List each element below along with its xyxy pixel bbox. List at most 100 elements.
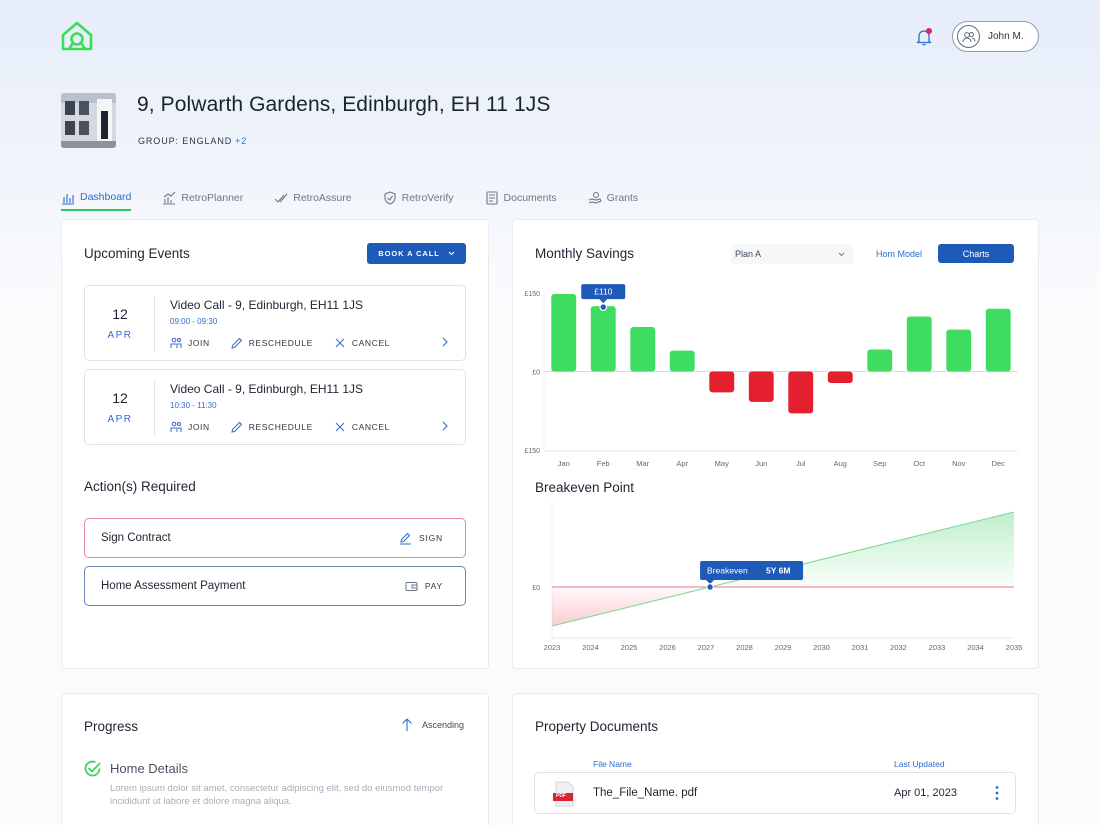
y-tick-label: £150 — [524, 291, 540, 298]
event-day: 12 — [112, 306, 128, 322]
wallet-icon — [405, 581, 418, 591]
bar — [748, 371, 774, 402]
bar-tooltip — [581, 284, 626, 300]
tab-grants[interactable]: Grants — [588, 188, 638, 208]
events-title: Upcoming Events — [84, 246, 190, 261]
close-icon — [335, 422, 345, 432]
brand-logo[interactable] — [60, 20, 94, 52]
event-title: Video Call - 9, Edinburgh, EH11 1JS — [170, 382, 364, 396]
book-call-button[interactable]: BOOK A CALL — [367, 243, 466, 264]
cancel-button[interactable]: CANCEL — [334, 337, 390, 349]
notification-dot — [926, 28, 932, 34]
bar-chart-icon — [62, 194, 74, 205]
join-label: JOIN — [188, 422, 210, 432]
plan-value: Plan A — [735, 249, 762, 259]
chevron-right-icon[interactable] — [441, 420, 449, 432]
document-row[interactable]: PDF The_File_Name. pdf Apr 01, 2023 — [534, 772, 1016, 814]
x-tick-label: Feb — [597, 459, 610, 468]
x-tick-label: 2023 — [544, 643, 561, 652]
breakeven-point — [706, 583, 714, 591]
tab-retroverify[interactable]: RetroVerify — [383, 188, 454, 208]
event-card[interactable]: 12 APR Video Call - 9, Edinburgh, EH11 1… — [84, 285, 466, 361]
x-tick-label: Apr — [676, 459, 688, 468]
property-title: 9, Polwarth Gardens, Edinburgh, EH 11 1J… — [137, 93, 551, 116]
user-menu[interactable]: John M. — [952, 21, 1039, 52]
x-tick-label: Dec — [992, 459, 1006, 468]
tab-retroassure[interactable]: RetroAssure — [274, 188, 352, 208]
bar-tooltip-label: £110 — [594, 287, 613, 297]
action-label: Home Assessment Payment — [101, 580, 246, 592]
more-vertical-icon[interactable] — [994, 785, 1000, 801]
bar — [551, 294, 577, 372]
bar — [827, 371, 853, 384]
home-model-toggle[interactable]: Hom Model — [875, 248, 922, 259]
event-actions: JOIN RESCHEDULE CANCEL — [170, 421, 411, 433]
x-tick-label: 2030 — [813, 643, 830, 652]
x-tick-label: 2035 — [1006, 643, 1023, 652]
tab-dashboard[interactable]: Dashboard — [61, 188, 132, 211]
tab-documents[interactable]: Documents — [485, 188, 557, 208]
event-actions: JOIN RESCHEDULE CANCEL — [170, 337, 411, 349]
shield-check-icon — [384, 191, 396, 205]
tab-label: Documents — [503, 192, 557, 204]
sign-label: SIGN — [419, 533, 443, 543]
x-tick-label: 2025 — [621, 643, 638, 652]
pencil-icon — [231, 421, 242, 433]
reschedule-button[interactable]: RESCHEDULE — [231, 421, 313, 433]
document-icon — [485, 191, 498, 205]
x-tick-label: Aug — [834, 459, 847, 468]
documents-title: Property Documents — [535, 719, 659, 734]
check-circle-icon — [84, 760, 101, 777]
pay-button[interactable]: PAY — [405, 580, 443, 593]
join-people-icon — [170, 337, 182, 348]
y-tick-label: £0 — [532, 370, 540, 377]
tab-label: Dashboard — [80, 191, 132, 203]
y-tick-label: £0 — [532, 585, 540, 592]
file-name: The_File_Name. pdf — [593, 787, 698, 799]
breakeven-tooltip-pointer — [706, 580, 715, 584]
cancel-label: CANCEL — [351, 338, 390, 348]
group-more-link[interactable]: +2 — [235, 136, 248, 146]
tab-retroplanner[interactable]: RetroPlanner — [162, 188, 243, 208]
hand-coin-icon — [588, 191, 602, 204]
file-date: Apr 01, 2023 — [894, 787, 957, 799]
cancel-button[interactable]: CANCEL — [334, 421, 390, 433]
file-type-label: PDF — [556, 793, 566, 799]
bar — [788, 371, 814, 414]
x-tick-label: 2033 — [929, 643, 946, 652]
profit-area — [710, 512, 1014, 587]
bar — [669, 350, 695, 372]
join-label: JOIN — [188, 338, 210, 348]
sign-contract-action[interactable]: Sign Contract SIGN — [84, 518, 466, 558]
payment-action[interactable]: Home Assessment Payment PAY — [84, 566, 466, 606]
monthly-savings-chart: £150 £0 £150 Jan Feb £110 Mar Apr May Jun Jul Aug Se… — [524, 284, 1018, 468]
reschedule-button[interactable]: RESCHEDULE — [231, 337, 313, 349]
book-call-label: BOOK A CALL — [378, 249, 440, 258]
charts-toggle[interactable]: Charts — [938, 244, 1014, 263]
sort-label: Ascending — [422, 720, 465, 730]
progress-card — [61, 693, 489, 825]
progress-step-title: Home Details — [110, 761, 189, 776]
x-tick-label: Jun — [755, 459, 767, 468]
chevron-down-icon — [838, 252, 845, 256]
breakeven-label: Breakeven — [707, 566, 748, 576]
close-icon — [335, 338, 345, 348]
event-card[interactable]: 12 APR Video Call - 9, Edinburgh, EH11 1… — [84, 369, 466, 445]
sign-button[interactable]: SIGN — [399, 532, 443, 545]
join-button[interactable]: JOIN — [170, 337, 210, 349]
tab-label: RetroPlanner — [181, 192, 244, 204]
planner-icon — [163, 191, 176, 205]
x-tick-label: May — [715, 459, 729, 468]
sort-ascending-button[interactable]: Ascending — [401, 718, 464, 732]
signature-pen-icon — [400, 532, 412, 544]
property-photo — [61, 93, 116, 148]
main-tabs: Dashboard RetroPlanner RetroAssure Retro… — [61, 188, 669, 212]
bar-tooltip-pointer — [599, 299, 608, 304]
join-button[interactable]: JOIN — [170, 421, 210, 433]
event-divider — [154, 296, 155, 352]
bar — [985, 308, 1011, 372]
pdf-file-icon — [553, 781, 574, 807]
bar — [906, 316, 932, 372]
plan-select[interactable]: Plan A — [731, 244, 853, 264]
chevron-right-icon[interactable] — [441, 336, 449, 348]
